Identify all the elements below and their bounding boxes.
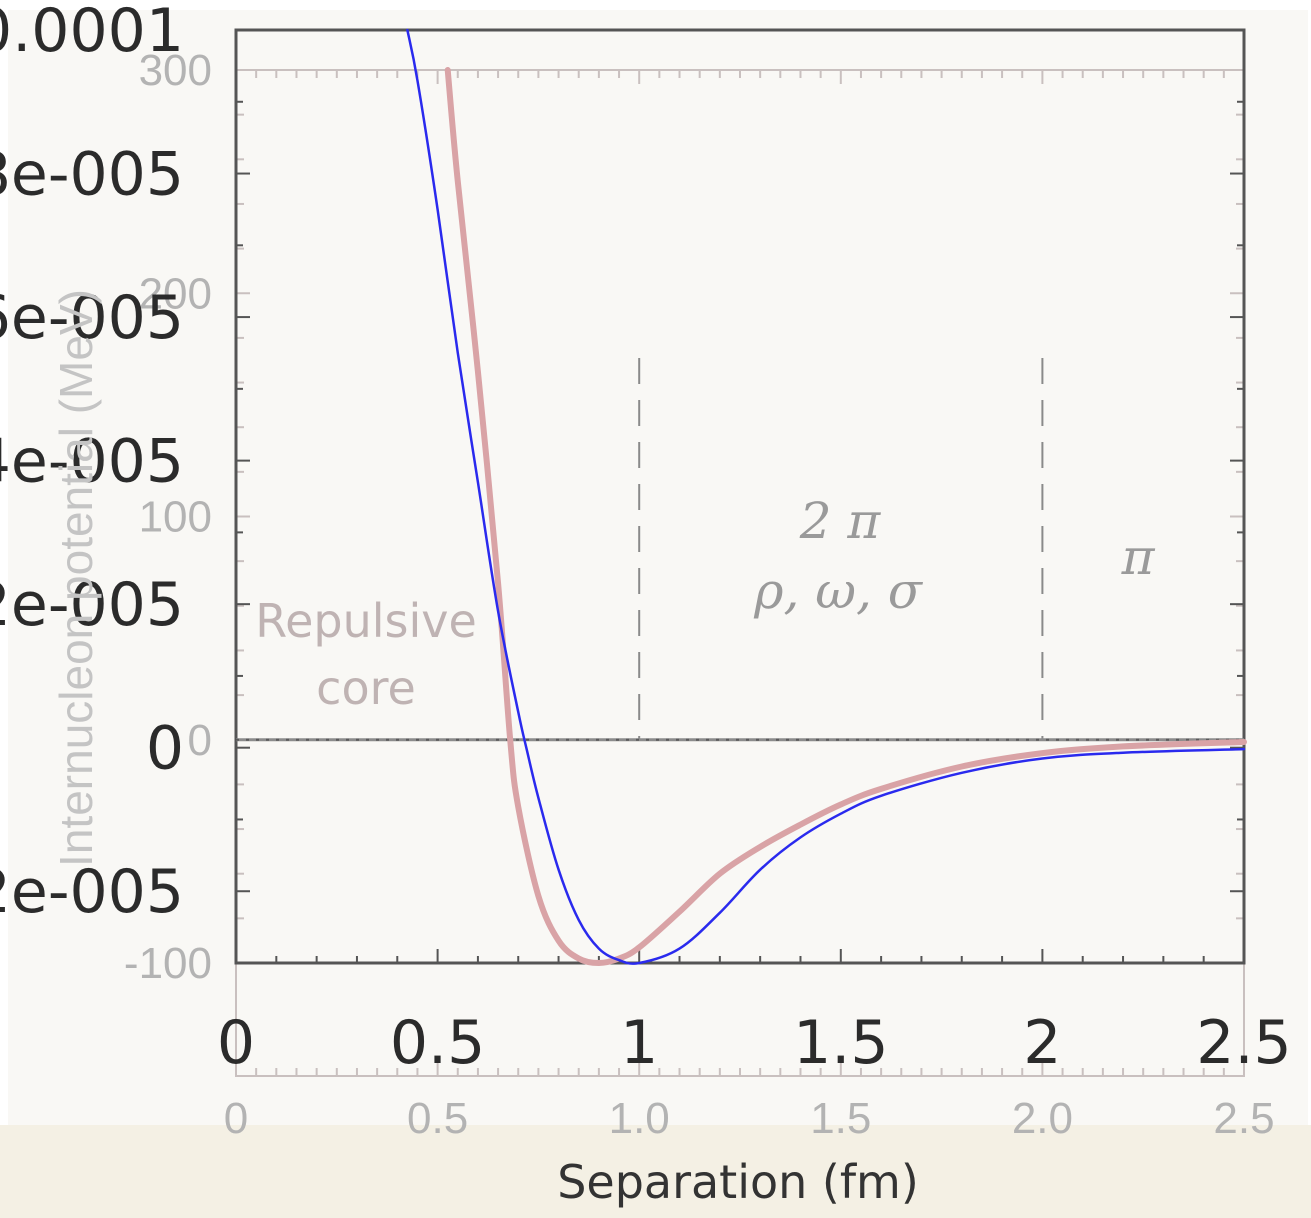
background-y-tick-label: 300 xyxy=(139,46,212,95)
footer-band xyxy=(0,1125,1311,1218)
overlay-x-tick-label: 0 xyxy=(217,1008,255,1078)
overlay-y-tick-label: 0 xyxy=(146,714,184,784)
background-x-tick-label: 1.5 xyxy=(810,1094,871,1143)
overlay-y-tick-label: 2e-005 xyxy=(0,570,184,640)
overlay-frame-rect xyxy=(234,28,1246,965)
background-x-tick-label: 2.0 xyxy=(1012,1094,1073,1143)
region-long-label: π xyxy=(1121,528,1156,586)
overlay-x-tick-label: 1.5 xyxy=(793,1008,888,1078)
region-mid-line2: ρ, ω, σ xyxy=(753,562,924,620)
overlay-x-tick-label: 2 xyxy=(1023,1008,1061,1078)
background-y-tick-label: -100 xyxy=(124,939,212,988)
background-y-tick-label: 0 xyxy=(188,716,212,765)
series-group xyxy=(406,28,1247,966)
overlay-x-tick-label: 1 xyxy=(620,1008,658,1078)
background-x-tick-label: 1.0 xyxy=(609,1094,670,1143)
overlay-y-tick-label: 4e-005 xyxy=(0,427,184,497)
overlay-plot-frame xyxy=(234,28,1246,965)
x-axis-label: Separation (fm) xyxy=(557,1155,919,1209)
series-line-potential-overlay xyxy=(406,28,1246,965)
background-x-tick-label: 0.5 xyxy=(407,1094,468,1143)
background-y-tick-label: 100 xyxy=(139,493,212,542)
overlay-tick-labels: 0 0.5 1 1.5 2 2.5 0.0001 8e-005 6e-005 4e-005 2e-0… xyxy=(0,0,1292,1078)
overlay-y-tick-label: 0.0001 xyxy=(0,0,184,66)
overlay-x-tick-label: 2.5 xyxy=(1196,1008,1291,1078)
region-core-line2: core xyxy=(316,661,416,715)
overlay-y-tick-label: -2e-005 xyxy=(0,857,184,927)
y-axis-label: Internucleon potential (MeV) xyxy=(50,289,102,867)
region-mid-line1: 2 π xyxy=(799,492,882,550)
overlay-y-tick-label: 6e-005 xyxy=(0,283,184,353)
background-x-tick-label: 0 xyxy=(224,1094,248,1143)
page-background xyxy=(8,10,1308,1215)
background-x-tick-label: 2.5 xyxy=(1213,1094,1274,1143)
overlay-y-tick-label: 8e-005 xyxy=(0,140,184,210)
region-core-line1: Repulsive xyxy=(255,594,477,648)
background-y-tick-label: 200 xyxy=(139,269,212,318)
overlay-x-tick-label: 0.5 xyxy=(390,1008,485,1078)
region-dividers xyxy=(638,358,1044,740)
